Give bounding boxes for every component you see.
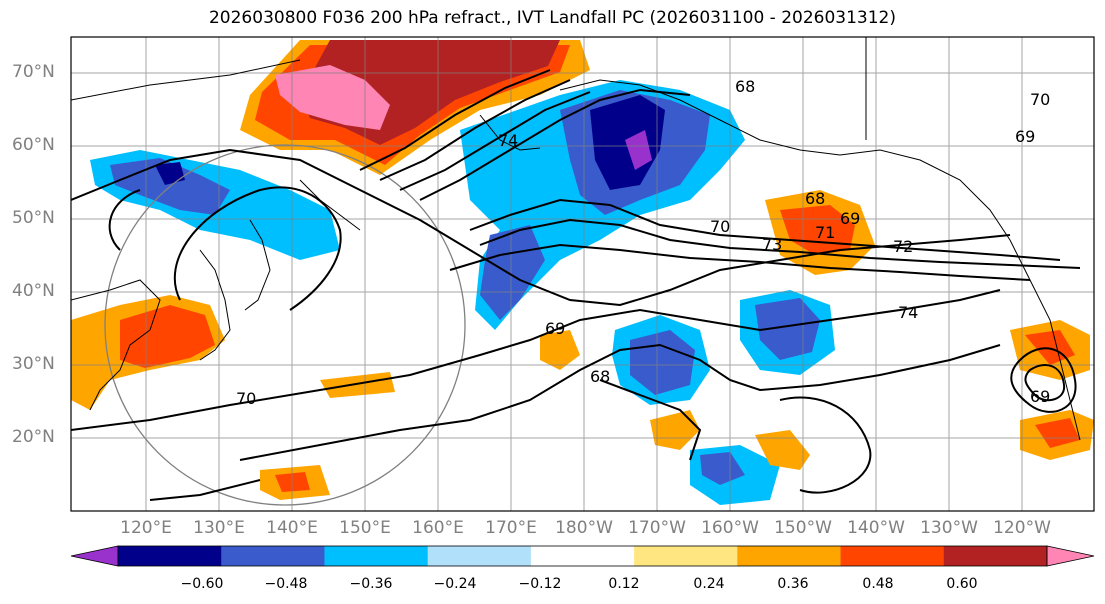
colorbar-extend-right (1046, 545, 1095, 567)
shade-positive-hawaii2 (650, 410, 700, 450)
colorbar-tick: −0.12 (518, 576, 562, 592)
shade-positive-south2 (320, 372, 395, 398)
colorbar-tick: 0.48 (862, 576, 894, 592)
shade-negative-band (480, 225, 545, 320)
contour-label: 68 (735, 77, 755, 96)
graticule (71, 37, 1094, 511)
colorbar (70, 545, 1095, 567)
contour-label: 72 (893, 237, 913, 256)
colorbar-tick: −0.36 (349, 576, 393, 592)
lon-label: 130°E (193, 518, 245, 538)
lon-label: 140°E (266, 518, 318, 538)
lat-label: 60°N (12, 135, 55, 155)
colorbar-tick: −0.24 (433, 576, 477, 592)
contour-labels: 68 69 70 71 72 73 74 70 68 69 68 69 74 7… (236, 77, 1050, 408)
shade-positive-north-max (275, 65, 390, 130)
lon-label: 120°W (993, 518, 1051, 538)
colorbar-box (118, 546, 222, 566)
colorbar-tick: 0.24 (693, 576, 725, 592)
contour-label: 69 (840, 209, 860, 228)
contour-label: 68 (805, 189, 825, 208)
colorbar-box (427, 546, 532, 566)
lon-label: 170°E (485, 518, 537, 538)
shade-positive-baja-mid (1035, 418, 1080, 448)
contour-label: 71 (815, 223, 835, 242)
shade-negative-alaska-purple (625, 130, 652, 170)
contour-label: 69 (545, 319, 565, 338)
lon-label: 180°W (555, 518, 613, 538)
shade-positive-japan-mid (120, 305, 215, 368)
lon-label: 130°W (920, 518, 978, 538)
colorbar-box (634, 546, 738, 566)
shade-negative-south-mid (700, 452, 745, 485)
map-title: 2026030800 F036 200 hPa refract., IVT La… (208, 8, 896, 28)
shade-negative-central2-mid (755, 298, 820, 360)
contour-label: 70 (236, 389, 256, 408)
contours (71, 69, 1081, 501)
contour-label: 69 (1030, 387, 1050, 406)
lon-label: 150°W (774, 518, 832, 538)
colorbar-box (221, 546, 325, 566)
contour-label: 74 (498, 131, 518, 150)
contour-label: 70 (1030, 90, 1050, 109)
lat-label: 30°N (12, 354, 55, 374)
colorbar-box (943, 546, 1048, 566)
coastlines (71, 37, 1081, 441)
range-circle (104, 144, 466, 506)
colorbar-tick: 0.36 (777, 576, 809, 592)
lat-label: 50°N (12, 208, 55, 228)
colorbar-box (530, 546, 635, 566)
colorbar-tick: −0.60 (180, 576, 224, 592)
colorbar-tick: 0.12 (608, 576, 640, 592)
colorbar-box (737, 546, 842, 566)
lat-label: 70°N (12, 62, 55, 82)
lat-label: 20°N (12, 427, 55, 447)
lon-label: 120°E (120, 518, 172, 538)
colorbar-tick: −0.48 (264, 576, 308, 592)
map-panel: 68 69 70 71 72 73 74 70 68 69 68 69 74 7… (71, 37, 1094, 511)
lon-label: 160°E (412, 518, 464, 538)
colorbar-boxes (118, 546, 1048, 566)
contour-label: 73 (762, 235, 782, 254)
contour-label: 70 (710, 217, 730, 236)
colorbar-box (324, 546, 429, 566)
lon-label: 160°W (701, 518, 759, 538)
contour-label: 74 (898, 303, 918, 322)
shade-positive-south1 (540, 330, 580, 370)
contour-label: 69 (1015, 127, 1035, 146)
colorbar-tick: 0.60 (946, 576, 978, 592)
lon-label: 150°E (339, 518, 391, 538)
lon-label: 140°W (847, 518, 905, 538)
colorbar-extend-left (70, 545, 119, 567)
colorbar-box (840, 546, 945, 566)
shade-positive-hawaii (755, 430, 810, 470)
map-frame (70, 36, 1095, 512)
lat-label: 40°N (12, 281, 55, 301)
shade-positive-ca-mid (1025, 330, 1075, 365)
shade-negative-west-strong (155, 162, 185, 185)
lon-label: 170°W (628, 518, 686, 538)
contour-label: 68 (590, 367, 610, 386)
